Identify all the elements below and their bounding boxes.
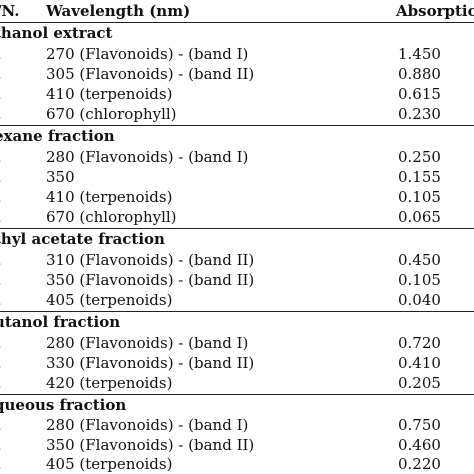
table-row: . 410 (terpenoids) 0.615 xyxy=(0,85,474,105)
table-row: . 270 (Flavonoids) - (band I) 1.450 xyxy=(0,45,474,65)
row-sn: . xyxy=(0,65,2,83)
table-row: . 280 (Flavonoids) - (band I) 0.720 xyxy=(0,334,474,354)
header-absorption: Absorptio xyxy=(396,2,474,20)
row-absorption: 0.105 xyxy=(398,188,441,206)
header-wavelength: Wavelength (nm) xyxy=(46,2,191,20)
table-row: . 280 (Flavonoids) - (band I) 0.250 xyxy=(0,148,474,168)
section-rule xyxy=(0,394,474,395)
row-wavelength: 420 (terpenoids) xyxy=(46,374,173,392)
row-absorption: 0.250 xyxy=(398,148,441,166)
row-wavelength: 410 (terpenoids) xyxy=(46,188,173,206)
row-wavelength: 350 (Flavonoids) - (band II) xyxy=(46,436,255,454)
row-sn: . xyxy=(0,354,2,372)
section-title: thanol extract xyxy=(0,24,113,42)
table-row: . 305 (Flavonoids) - (band II) 0.880 xyxy=(0,65,474,85)
row-sn: . xyxy=(0,188,2,206)
row-wavelength: 350 (Flavonoids) - (band II) xyxy=(46,271,255,289)
row-sn: . xyxy=(0,168,2,186)
row-absorption: 0.410 xyxy=(398,354,441,372)
row-absorption: 0.450 xyxy=(398,251,441,269)
row-wavelength: 410 (terpenoids) xyxy=(46,85,173,103)
row-wavelength: 405 (terpenoids) xyxy=(46,455,173,473)
row-absorption: 0.220 xyxy=(398,455,441,473)
table-row: . 310 (Flavonoids) - (band II) 0.450 xyxy=(0,251,474,271)
row-wavelength: 405 (terpenoids) xyxy=(46,291,173,309)
row-absorption: 0.105 xyxy=(398,271,441,289)
section-rule xyxy=(0,311,474,312)
row-sn: . xyxy=(0,45,2,63)
row-wavelength: 270 (Flavonoids) - (band I) xyxy=(46,45,249,63)
row-absorption: 1.450 xyxy=(398,45,441,63)
row-absorption: 0.230 xyxy=(398,105,441,123)
section-title: exane fraction xyxy=(0,127,115,145)
table-row: . 350 (Flavonoids) - (band II) 0.460 xyxy=(0,436,474,456)
table-row: . 420 (terpenoids) 0.205 xyxy=(0,374,474,394)
section-title: utanol fraction xyxy=(0,313,121,331)
row-wavelength: 280 (Flavonoids) - (band I) xyxy=(46,334,249,352)
row-sn: . xyxy=(0,85,2,103)
row-absorption: 0.065 xyxy=(398,208,441,226)
table-row: . 405 (terpenoids) 0.040 xyxy=(0,291,474,311)
row-wavelength: 350 xyxy=(46,168,75,186)
row-sn: . xyxy=(0,436,2,454)
row-absorption: 0.720 xyxy=(398,334,441,352)
table-row: . 405 (terpenoids) 0.220 xyxy=(0,455,474,474)
row-sn: . xyxy=(0,148,2,166)
table-row: . 350 0.155 xyxy=(0,168,474,188)
section-title: thyl acetate fraction xyxy=(0,230,165,248)
header-sn: /N. xyxy=(0,2,20,20)
row-wavelength: 670 (chlorophyll) xyxy=(46,208,177,226)
table-row: . 280 (Flavonoids) - (band I) 0.750 xyxy=(0,416,474,436)
row-wavelength: 330 (Flavonoids) - (band II) xyxy=(46,354,255,372)
row-sn: . xyxy=(0,374,2,392)
row-sn: . xyxy=(0,291,2,309)
row-sn: . xyxy=(0,208,2,226)
row-sn: . xyxy=(0,251,2,269)
row-absorption: 0.460 xyxy=(398,436,441,454)
header-rule xyxy=(0,22,474,23)
row-absorption: 0.750 xyxy=(398,416,441,434)
table-row: . 330 (Flavonoids) - (band II) 0.410 xyxy=(0,354,474,374)
table-row: . 670 (chlorophyll) 0.065 xyxy=(0,208,474,228)
section-title: queous fraction xyxy=(0,396,127,414)
row-sn: . xyxy=(0,334,2,352)
table-row: . 350 (Flavonoids) - (band II) 0.105 xyxy=(0,271,474,291)
row-wavelength: 280 (Flavonoids) - (band I) xyxy=(46,148,249,166)
section-rule xyxy=(0,125,474,126)
row-wavelength: 305 (Flavonoids) - (band II) xyxy=(46,65,255,83)
row-sn: . xyxy=(0,455,2,473)
row-sn: . xyxy=(0,271,2,289)
row-wavelength: 310 (Flavonoids) - (band II) xyxy=(46,251,255,269)
row-wavelength: 280 (Flavonoids) - (band I) xyxy=(46,416,249,434)
section-rule xyxy=(0,228,474,229)
row-absorption: 0.040 xyxy=(398,291,441,309)
row-absorption: 0.155 xyxy=(398,168,441,186)
row-wavelength: 670 (chlorophyll) xyxy=(46,105,177,123)
table-row: . 670 (chlorophyll) 0.230 xyxy=(0,105,474,125)
row-sn: . xyxy=(0,416,2,434)
row-sn: . xyxy=(0,105,2,123)
row-absorption: 0.205 xyxy=(398,374,441,392)
row-absorption: 0.880 xyxy=(398,65,441,83)
table-header: /N. Wavelength (nm) Absorptio xyxy=(0,0,474,22)
table-row: . 410 (terpenoids) 0.105 xyxy=(0,188,474,208)
row-absorption: 0.615 xyxy=(398,85,441,103)
